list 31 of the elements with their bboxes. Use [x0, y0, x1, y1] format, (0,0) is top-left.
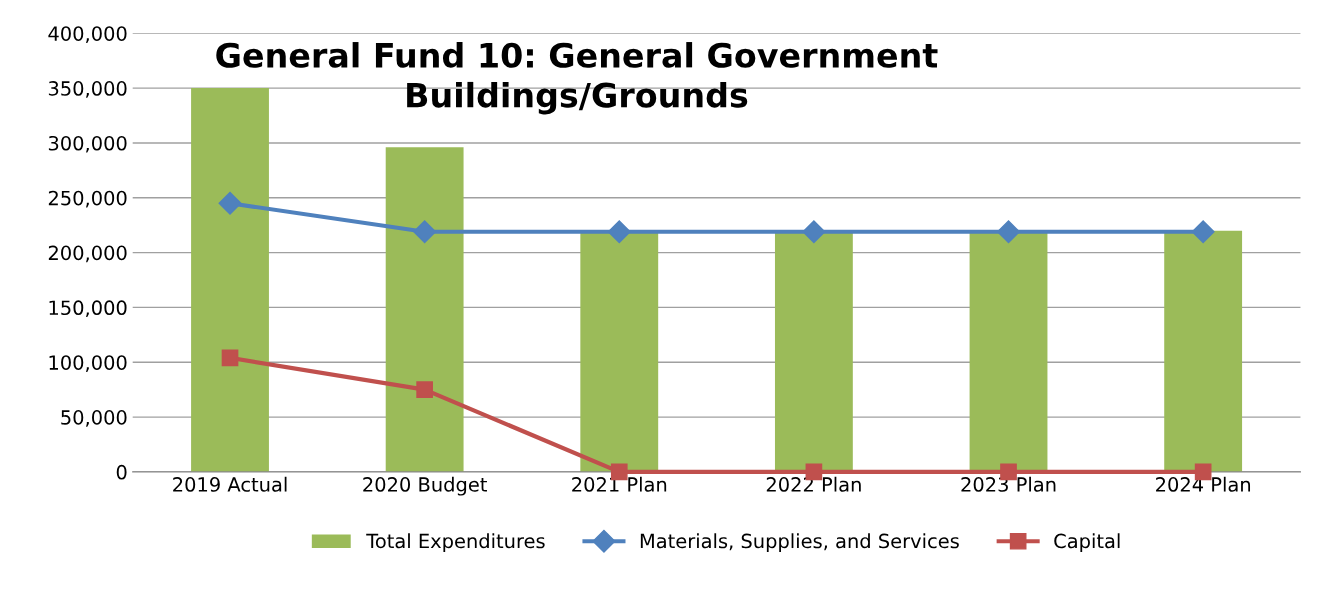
y-tick-label: 200,000	[48, 245, 127, 263]
legend-label: Total Expenditures	[366, 533, 545, 553]
bar	[774, 232, 853, 472]
y-tick-label: 350,000	[48, 81, 127, 98]
point	[1191, 220, 1215, 244]
y-tick-label: 300,000	[48, 135, 127, 153]
bar	[191, 88, 269, 472]
x-tick-label: 2020 Budget	[363, 476, 487, 496]
point	[413, 220, 437, 244]
bar	[580, 232, 659, 472]
bar	[1164, 230, 1243, 472]
point	[221, 349, 239, 367]
y-tick-label: 0	[116, 464, 127, 480]
text: General Fund 10: General Government Buildings/Grounds	[216, 42, 938, 115]
y-tick-label: 100,000	[49, 355, 127, 372]
x-tick-label: 2019 Actual	[173, 476, 287, 492]
point	[218, 191, 242, 215]
legend-label: Capital	[1054, 533, 1120, 553]
point	[416, 381, 433, 398]
legend-label: Materials, Supplies, and Services	[640, 533, 959, 553]
x-tick-label: 2024 Plan	[1156, 476, 1251, 492]
x-tick-label: 2021 Plan	[572, 476, 667, 492]
bar	[385, 147, 464, 472]
y-tick-label: 150,000	[49, 300, 127, 318]
point	[997, 220, 1021, 244]
bar	[969, 232, 1048, 472]
y-tick-label: 250,000	[48, 190, 127, 208]
y-tick-label: 50,000	[61, 410, 127, 427]
point	[802, 220, 826, 244]
point	[607, 220, 631, 244]
y-tick-label: 400,000	[48, 26, 127, 43]
